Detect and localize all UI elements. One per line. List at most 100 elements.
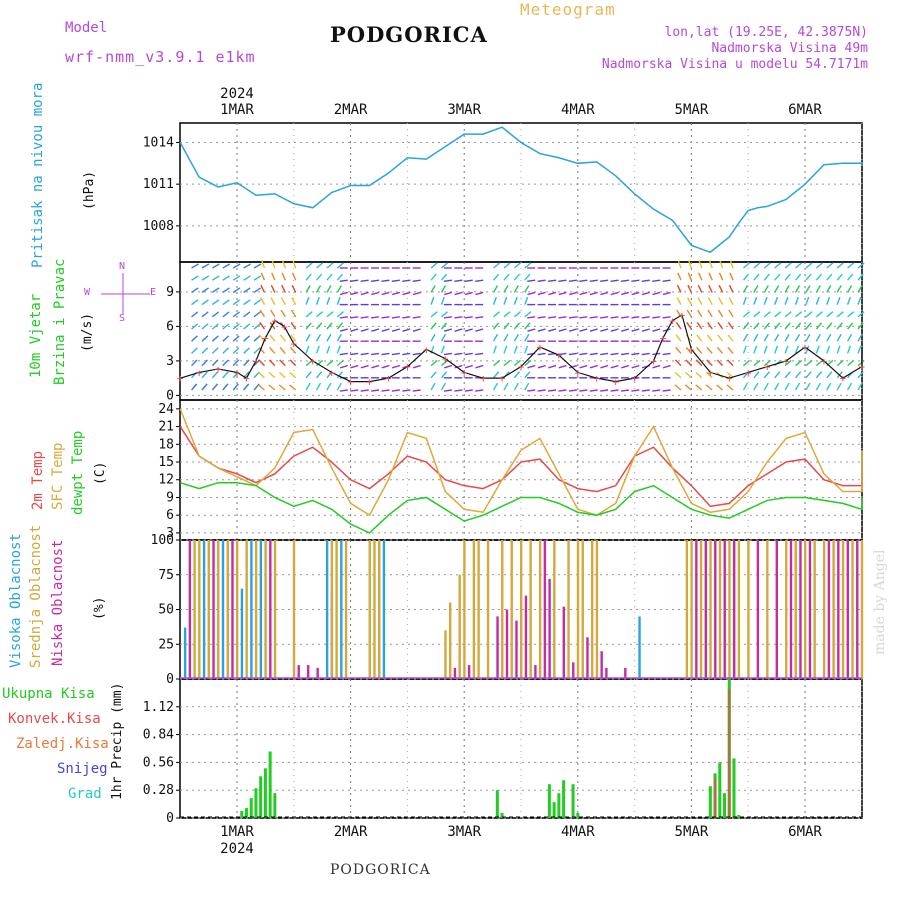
wind-barb — [269, 334, 276, 342]
wind-barb — [360, 352, 369, 356]
wind-barb — [430, 322, 437, 330]
wind-gust-mark: + — [840, 372, 847, 385]
wind-barb — [454, 279, 463, 283]
wind-barb — [339, 291, 348, 296]
wind-barb — [774, 273, 781, 281]
wind-barb — [794, 371, 802, 379]
pressure-ytick-label: 1014 — [143, 135, 174, 150]
wind-barb — [662, 364, 671, 369]
wind-barb — [430, 273, 437, 281]
wind-barb — [727, 322, 734, 330]
wind-barb — [222, 299, 230, 306]
cloud-bar — [202, 540, 206, 679]
precip-bar — [723, 793, 727, 818]
wind-barb — [253, 287, 262, 293]
wind-gust-mark: + — [423, 343, 430, 356]
wind-barb — [716, 384, 724, 391]
cloud-bar — [264, 540, 267, 679]
cloud-bar — [529, 540, 532, 679]
cloud-bar — [236, 540, 239, 679]
wind-barb — [784, 333, 790, 342]
wind-gust-mark: + — [650, 355, 657, 368]
cloud-bar — [572, 662, 575, 679]
wind-barb — [610, 279, 619, 283]
wind-barb — [443, 352, 452, 356]
wind-barb — [527, 364, 536, 369]
wind-barb — [391, 328, 401, 332]
wind-barb — [440, 273, 448, 281]
temp-ytick-label: 24 — [158, 402, 174, 417]
wind-barb — [857, 285, 863, 293]
cloud-bar — [766, 540, 769, 679]
precip-bar — [259, 776, 263, 818]
wind-barb — [675, 334, 682, 342]
wind-barb — [253, 263, 262, 269]
wind-barb — [774, 371, 781, 379]
wind-barb — [253, 323, 261, 330]
wind-gust-mark: + — [783, 355, 790, 368]
wind-barb — [444, 364, 453, 369]
cloud-bar — [747, 540, 750, 679]
cloud-bar — [463, 540, 466, 679]
wind-gust-mark: + — [290, 338, 297, 351]
wind-barb — [430, 262, 438, 269]
wind-barb — [815, 382, 821, 391]
bottom-day-label: 6MAR — [788, 824, 822, 840]
cloud-bar — [335, 540, 338, 679]
wind-gust-mark: + — [404, 361, 411, 374]
wind-barb — [475, 279, 484, 283]
cloud-bar — [534, 665, 537, 679]
wind-barb — [537, 389, 546, 392]
wind-barb — [253, 311, 261, 318]
precip-label-5: Grad — [68, 786, 102, 802]
cloud-bar — [785, 540, 788, 679]
wind-barb — [742, 382, 749, 391]
wind-barb — [336, 359, 344, 367]
wind-barb — [381, 328, 390, 332]
precip-bar — [249, 798, 253, 818]
wind-barb — [315, 285, 322, 293]
wind-gust-mark: + — [480, 372, 487, 385]
wind-barb — [524, 273, 531, 281]
wind-barb — [261, 260, 266, 269]
wind-barb — [620, 279, 630, 283]
wind-barb — [805, 345, 810, 354]
wind-barb — [784, 262, 792, 269]
wind-barb — [222, 335, 230, 342]
wind-barb — [524, 359, 532, 367]
cloud-ytick-label: 50 — [158, 603, 174, 618]
precip-bar — [576, 813, 580, 818]
precip-panel-frame — [179, 678, 863, 819]
wind-barb — [718, 284, 724, 293]
wind-barb — [360, 279, 369, 283]
precip-bar — [254, 788, 258, 818]
wind-barb — [815, 296, 820, 305]
cloud-bar — [344, 540, 348, 679]
wind-barb — [558, 389, 567, 392]
wind-barb — [191, 335, 198, 342]
cloud-bar — [193, 540, 196, 679]
wind-barb — [279, 359, 286, 367]
cloud-bar — [444, 630, 447, 679]
wind-barb — [717, 334, 724, 342]
wind-barb — [493, 371, 500, 379]
wind-barb — [857, 322, 864, 330]
wind-barb — [191, 347, 198, 354]
wind-barb — [743, 262, 751, 269]
wind-barb — [815, 345, 820, 354]
wind-barb — [222, 311, 230, 318]
wind-barb — [258, 346, 265, 354]
wind-barb — [568, 291, 578, 296]
wind-barb — [316, 359, 324, 367]
meteogram-label: Meteogram — [520, 0, 616, 19]
cloud-bar — [827, 540, 831, 679]
wind-barb — [350, 291, 359, 296]
compass-n-label: N — [119, 261, 126, 272]
wind-barb — [826, 285, 832, 293]
cloud-bar — [794, 540, 797, 679]
wind-barb — [524, 296, 529, 305]
wind-barb — [579, 389, 588, 392]
wind-barb — [846, 382, 853, 391]
wind-barb — [727, 334, 734, 342]
wind-barb — [527, 291, 536, 296]
